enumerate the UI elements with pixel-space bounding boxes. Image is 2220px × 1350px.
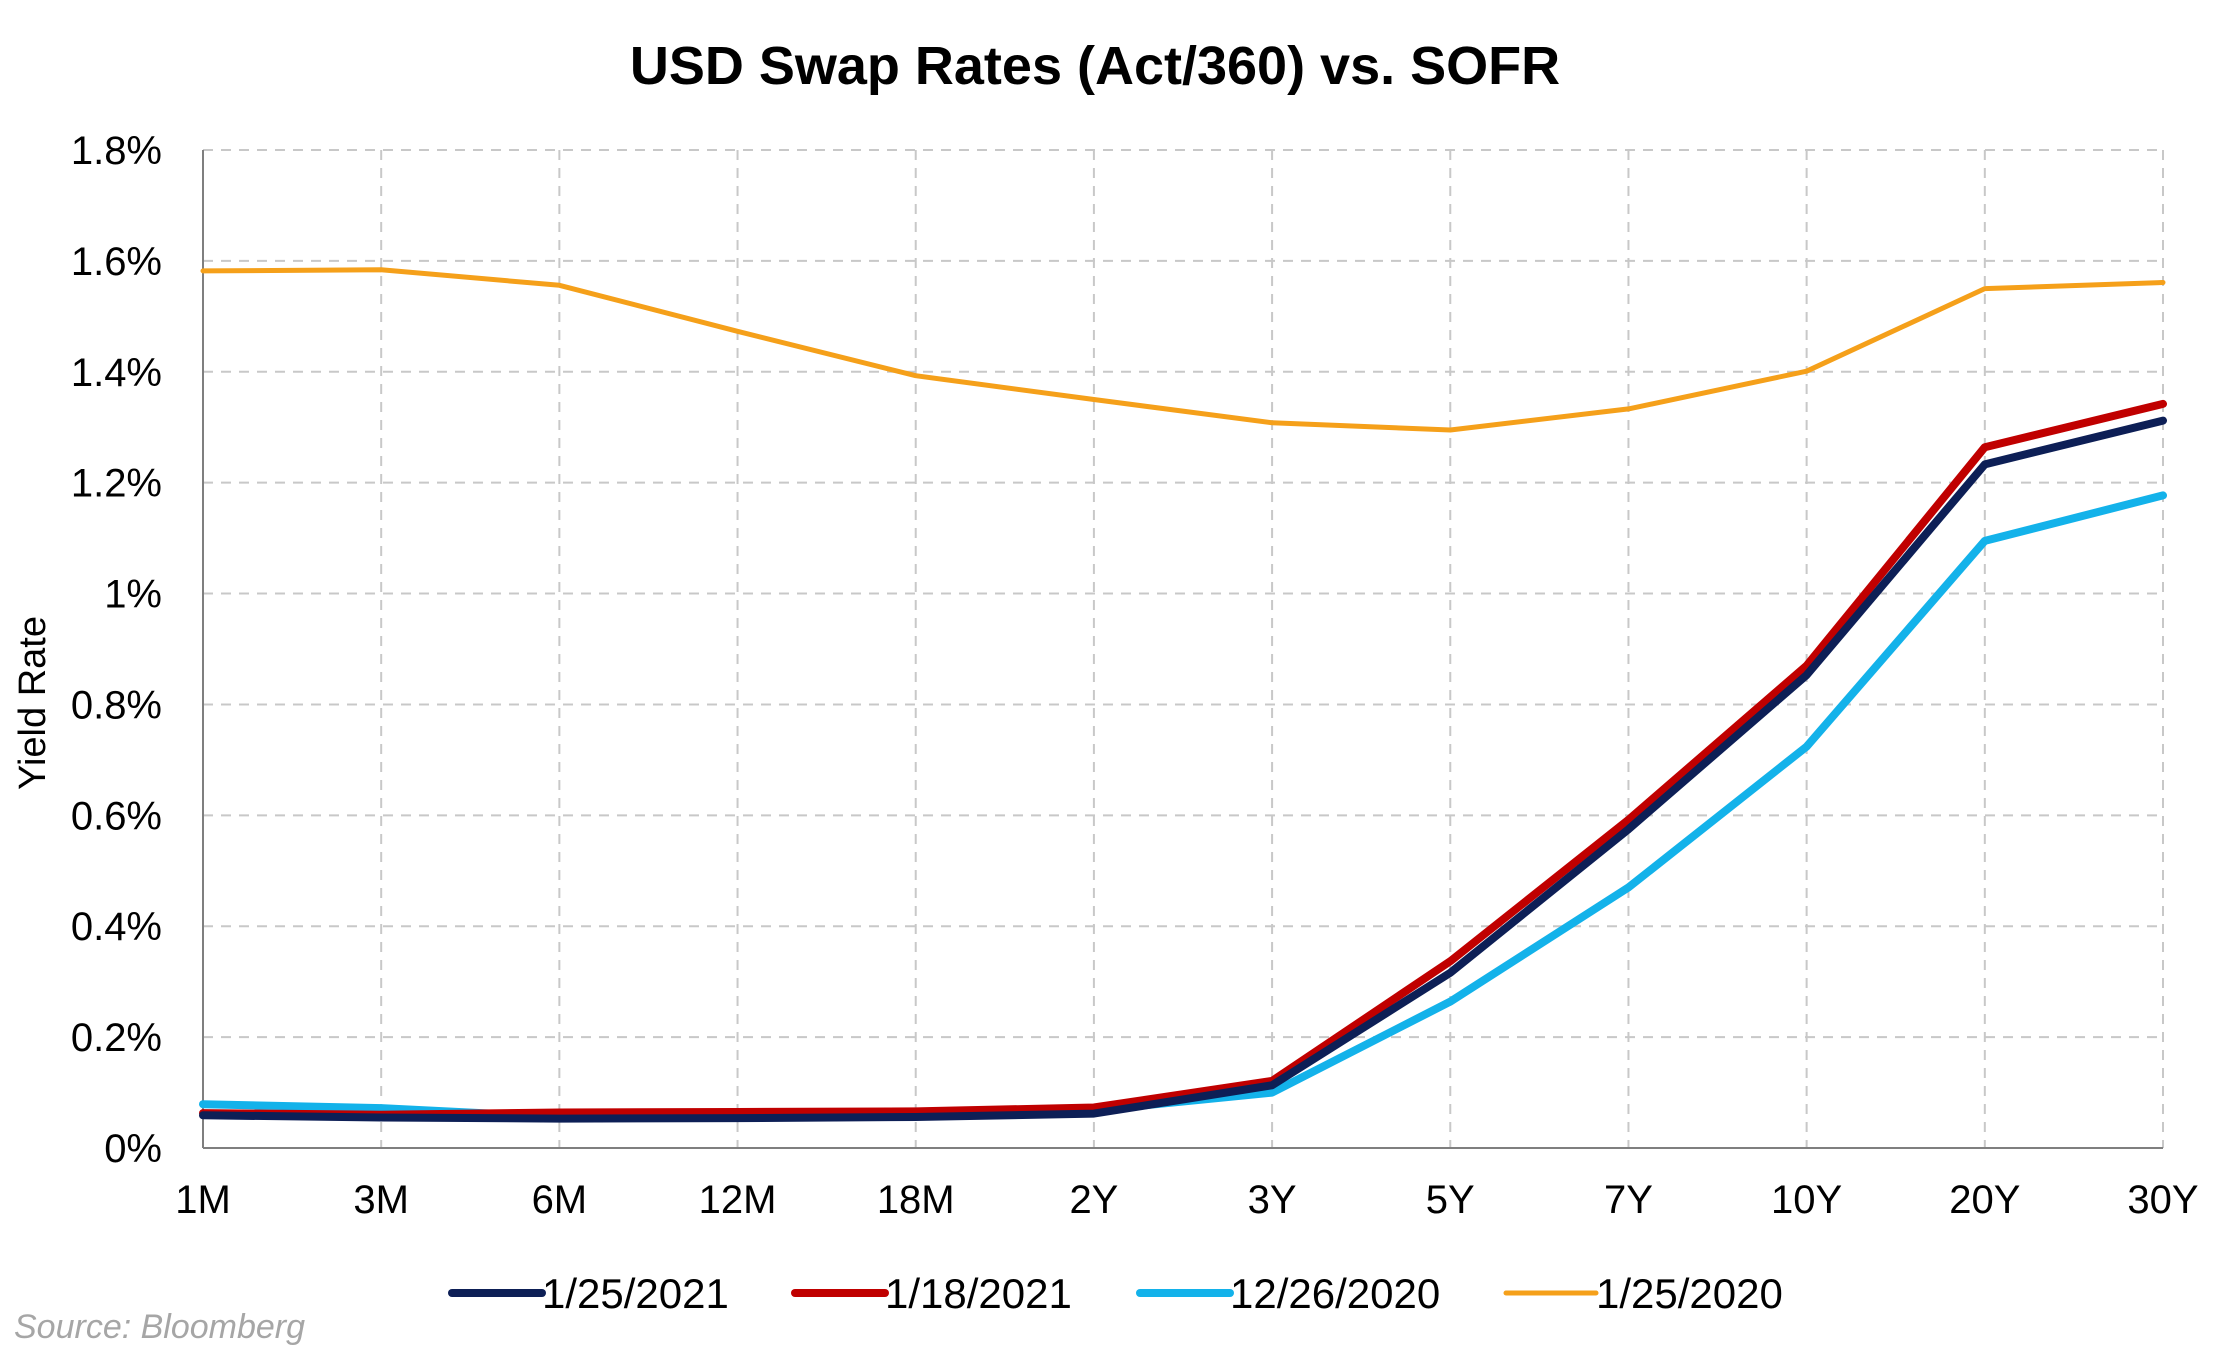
y-tick-label: 0.6% [71, 794, 162, 838]
series-line-1-18-2021 [199, 399, 2167, 1119]
y-tick-label: 0.4% [71, 905, 162, 949]
x-tick-label: 10Y [1771, 1178, 1842, 1222]
y-tick-label: 1.4% [71, 351, 162, 395]
x-tick-label: 12M [699, 1178, 777, 1222]
series-lines [199, 267, 2167, 1123]
legend-label-1-25-2021: 1/25/2021 [542, 1270, 729, 1317]
y-axis-ticks: 0% 0.2% 0.4% 0.6% 0.8% 1% 1.2% 1.4% 1.6% 1.8% [71, 129, 162, 1171]
legend-label-1-18-2021: 1/18/2021 [885, 1270, 1072, 1317]
y-tick-label: 0.2% [71, 1016, 162, 1060]
x-axis-ticks: 1M 3M 6M 12M 18M 2Y 3Y 5Y 7Y 10Y 20Y 30Y [175, 1178, 2198, 1222]
axes [202, 150, 2163, 1149]
y-tick-label: 1.2% [71, 462, 162, 506]
x-tick-label: 5Y [1426, 1178, 1475, 1222]
source-note: Source: Bloomberg [14, 1308, 305, 1346]
x-tick-label: 18M [877, 1178, 955, 1222]
y-tick-label: 0.8% [71, 683, 162, 727]
x-tick-label: 2Y [1069, 1178, 1118, 1222]
legend-label-12-26-2020: 12/26/2020 [1230, 1270, 1440, 1317]
x-tick-label: 20Y [1949, 1178, 2020, 1222]
x-tick-label: 30Y [2127, 1178, 2198, 1222]
chart-title: USD Swap Rates (Act/360) vs. SOFR [630, 36, 1560, 96]
x-tick-label: 6M [532, 1178, 588, 1222]
x-tick-label: 3Y [1248, 1178, 1297, 1222]
x-tick-label: 7Y [1604, 1178, 1653, 1222]
grid [203, 149, 2164, 1148]
series-line-1-25-2020 [200, 267, 2166, 433]
y-axis-label: Yield Rate [12, 616, 54, 790]
series-line-1-25-2021 [199, 416, 2167, 1123]
y-tick-label: 1.8% [71, 129, 162, 173]
x-tick-label: 3M [353, 1178, 409, 1222]
y-tick-label: 1% [104, 573, 162, 617]
x-tick-label: 1M [175, 1178, 231, 1222]
y-tick-label: 1.6% [71, 240, 162, 284]
legend-label-1-25-2020: 1/25/2020 [1596, 1270, 1783, 1317]
legend: 1/25/2021 1/18/2021 12/26/2020 1/25/2020 [448, 1270, 1783, 1317]
y-tick-label: 0% [104, 1127, 162, 1171]
